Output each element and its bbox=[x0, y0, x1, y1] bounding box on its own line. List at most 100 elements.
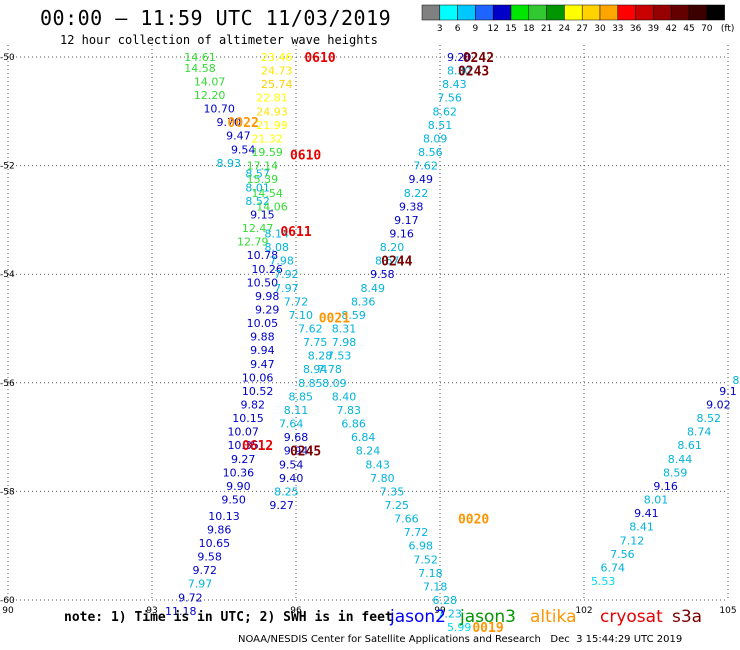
swh-value-label: 8.74 bbox=[687, 426, 712, 439]
swh-value-label: 8.52 bbox=[245, 195, 270, 208]
swh-value-label: 9.15 bbox=[250, 208, 275, 221]
swh-value-label: 7.52 bbox=[413, 553, 438, 566]
swh-value-label: 14.58 bbox=[184, 62, 216, 75]
swh-value-label: 8.25 bbox=[274, 485, 299, 498]
swh-value-label: 9.94 bbox=[284, 445, 309, 458]
swh-value-label: 9.98 bbox=[255, 290, 280, 303]
pass-time-label: 0244 bbox=[381, 255, 412, 270]
swh-value-label: 9.72 bbox=[178, 591, 203, 604]
swh-value-label: 6.98 bbox=[409, 540, 434, 553]
swh-value-label: 8.51 bbox=[428, 119, 453, 132]
swh-value-label: 7.72 bbox=[284, 295, 309, 308]
pass-time-label: 0022 bbox=[228, 116, 259, 131]
swh-value-label: 8.44 bbox=[668, 453, 693, 466]
scale-label: 27 bbox=[576, 24, 587, 34]
pass-time-label: 0612 bbox=[242, 439, 273, 454]
swh-value-label: 7.56 bbox=[610, 548, 635, 561]
swh-value-label: 8.30 bbox=[447, 65, 472, 78]
swh-value-label: 7.62 bbox=[298, 323, 323, 336]
swh-value-label: 7.23 bbox=[437, 608, 462, 621]
swh-value-label: 8.09 bbox=[423, 132, 448, 145]
swh-value-label: 6.84 bbox=[351, 431, 376, 444]
swh-value-label: 9.27 bbox=[269, 499, 294, 512]
scale-swatch bbox=[706, 4, 725, 21]
swh-value-label: 9.54 bbox=[279, 458, 304, 471]
swh-value-label: 25.74 bbox=[261, 78, 293, 91]
footer-note: note: 1) Time is in UTC; 2) SWH is in fe… bbox=[64, 610, 393, 625]
swh-value-label: 9.16 bbox=[389, 227, 414, 240]
swh-value-label: 12.79 bbox=[237, 236, 269, 249]
swh-value-label: 8.59 bbox=[663, 466, 688, 479]
swh-value-label: 8.01 bbox=[245, 181, 270, 194]
swh-value-label: 8.57 bbox=[245, 168, 270, 181]
swh-value-label: 5.99 bbox=[447, 621, 472, 634]
swh-value-label: 10.50 bbox=[247, 276, 279, 289]
swh-value-label: 8.09 bbox=[322, 377, 347, 390]
swh-value-label: 9.68 bbox=[284, 431, 309, 444]
swh-value-label: 7.83 bbox=[337, 404, 362, 417]
swh-value-label: 8.59 bbox=[341, 309, 366, 322]
swh-value-label: 9.38 bbox=[399, 200, 424, 213]
color-scale-legend: 3 6 9 12 15 18 21 24 27 30 33 36 39 42 45 70 (ft) bbox=[421, 4, 735, 34]
swh-value-label: 8.43 bbox=[442, 78, 467, 91]
swh-value-label: 8.85 bbox=[298, 377, 323, 390]
swh-value-label: 9.17 bbox=[394, 214, 419, 227]
x-tick-label: 93 bbox=[146, 606, 157, 616]
scale-label: 15 bbox=[505, 24, 516, 34]
swh-value-label: 9.29 bbox=[255, 303, 280, 316]
swh-value-label: 8.52 bbox=[697, 412, 722, 425]
swh-value-label: 9.94 bbox=[250, 344, 275, 357]
swh-value-label: 8.08 bbox=[265, 241, 290, 254]
swh-value-label: 7.72 bbox=[404, 526, 429, 539]
scale-unit: (ft) bbox=[721, 24, 735, 34]
swh-value-label: 21.99 bbox=[256, 119, 288, 132]
swh-value-label: 7.80 bbox=[370, 472, 395, 485]
scale-label: 36 bbox=[630, 24, 642, 34]
swh-value-label: 9.20 bbox=[447, 51, 472, 64]
swh-value-label: 8.56 bbox=[418, 146, 443, 159]
pass-time-label: 0242 bbox=[463, 51, 494, 66]
y-tick-label: -54 bbox=[0, 270, 15, 280]
swh-value-label: 8.85 bbox=[289, 390, 314, 403]
swh-value-label: 8.20 bbox=[380, 241, 405, 254]
swh-value-label: 10.65 bbox=[199, 537, 231, 550]
swh-value-label: 9.16 bbox=[653, 480, 678, 493]
swh-value-label: 8.49 bbox=[361, 282, 386, 295]
x-tick-label: 105 bbox=[719, 606, 736, 616]
swh-value-label: 8.93 bbox=[217, 157, 242, 170]
swh-value-label: 7.64 bbox=[279, 418, 304, 431]
credit-line: NOAA/NESDIS Center for Satellite Applica… bbox=[238, 634, 683, 645]
swh-value-label: 10.13 bbox=[208, 510, 240, 523]
scale-label: 45 bbox=[683, 24, 694, 34]
pass-time-label: 0020 bbox=[458, 513, 489, 528]
swh-value-label: 6.28 bbox=[433, 594, 458, 607]
chart-title: 00:00 – 11:59 UTC 11/03/2019 bbox=[40, 6, 392, 30]
pass-time-label: 0611 bbox=[280, 225, 311, 240]
swh-value-label: 17.14 bbox=[247, 160, 279, 173]
swh-value-label: 8. bbox=[732, 374, 740, 387]
pass-time-label: 0245 bbox=[290, 445, 321, 460]
swh-value-label: 10.35 bbox=[227, 439, 259, 452]
swh-value-label: 10.36 bbox=[223, 466, 255, 479]
scale-label: 70 bbox=[701, 24, 713, 34]
pass-time-label: 0243 bbox=[458, 65, 489, 80]
swh-value-label: 8.24 bbox=[356, 445, 381, 458]
swh-value-label: 9.47 bbox=[250, 358, 275, 371]
swh-value-label: 9.82 bbox=[241, 399, 266, 412]
swh-value-label: 10.70 bbox=[203, 103, 235, 116]
swh-value-label: 7.62 bbox=[413, 160, 438, 173]
scale-label: 6 bbox=[455, 24, 461, 34]
scale-label: 30 bbox=[594, 24, 606, 34]
swh-value-label: 7.98 bbox=[332, 336, 357, 349]
swh-value-label: 7.53 bbox=[327, 350, 352, 363]
swh-value-label: 9.40 bbox=[279, 472, 304, 485]
swh-value-label: 7.78 bbox=[317, 363, 342, 376]
pass-time-label: 0610 bbox=[290, 149, 321, 164]
swh-value-label: 8.41 bbox=[629, 521, 654, 534]
swh-value-label: 7.12 bbox=[620, 534, 645, 547]
y-tick-label: -60 bbox=[0, 596, 15, 606]
swh-value-label: 9.50 bbox=[221, 494, 246, 507]
swh-value-label: 10.06 bbox=[242, 371, 274, 384]
swh-value-label: 9.41 bbox=[634, 507, 659, 520]
